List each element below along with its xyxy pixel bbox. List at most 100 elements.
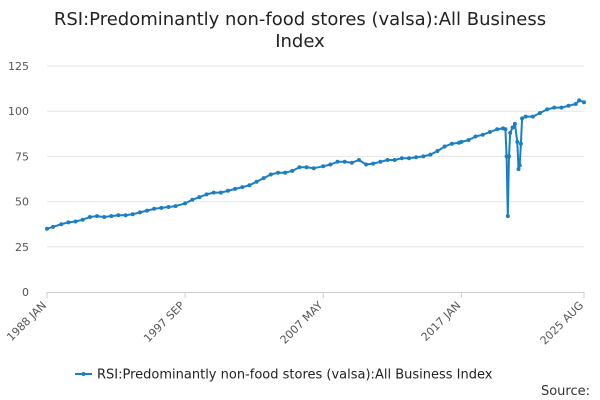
- data-point: [123, 213, 128, 218]
- x-tick-label: 2025 AUG: [538, 299, 587, 348]
- data-point: [503, 127, 508, 132]
- data-point: [510, 125, 515, 130]
- data-point: [473, 134, 478, 139]
- data-point: [516, 167, 521, 172]
- data-point: [537, 111, 542, 115]
- y-tick-label: 50: [15, 196, 29, 209]
- y-tick-label: 25: [15, 241, 29, 254]
- data-point: [130, 212, 135, 217]
- data-point: [173, 204, 178, 209]
- data-point: [145, 208, 149, 213]
- data-point: [240, 185, 245, 190]
- y-tick-label: 0: [22, 286, 29, 299]
- source-label: Source:: [541, 384, 590, 399]
- data-point: [518, 141, 523, 146]
- data-point: [378, 159, 383, 164]
- data-point: [59, 222, 64, 227]
- data-point: [276, 170, 280, 175]
- data-point: [512, 121, 517, 126]
- data-point: [495, 127, 500, 132]
- data-point: [311, 166, 316, 171]
- data-point: [392, 158, 397, 162]
- gridlines: [47, 65, 584, 248]
- data-point: [137, 210, 142, 215]
- data-point: [573, 102, 578, 106]
- series-layer: [45, 98, 586, 231]
- data-point: [66, 220, 71, 225]
- data-point: [102, 215, 107, 219]
- data-point: [51, 224, 55, 229]
- data-point: [520, 116, 525, 121]
- data-point: [247, 183, 252, 188]
- data-point: [435, 149, 440, 153]
- data-point: [371, 161, 376, 166]
- data-point: [407, 156, 411, 161]
- data-point: [545, 107, 550, 112]
- data-point: [283, 170, 288, 175]
- data-point: [577, 98, 582, 103]
- data-point: [559, 105, 564, 110]
- data-point: [552, 105, 557, 110]
- data-point: [335, 159, 340, 164]
- y-tick-label: 100: [8, 105, 29, 118]
- data-point: [459, 139, 464, 144]
- data-point: [328, 162, 333, 167]
- data-point: [508, 130, 513, 135]
- data-point: [517, 163, 522, 168]
- x-tick-label: 2017 JAN: [419, 299, 464, 344]
- legend: RSI:Predominantly non-food stores (valsa…: [75, 368, 493, 383]
- chart-title-line-1: RSI:Predominantly non-food stores (valsa…: [54, 9, 546, 30]
- x-axis: 1988 JAN 1997 SEP 2007 MAY 2017 JAN 2025 AUG: [4, 292, 586, 347]
- data-point: [95, 214, 99, 219]
- data-point: [505, 214, 510, 219]
- data-point: [152, 206, 157, 211]
- data-point: [190, 197, 195, 202]
- data-point: [204, 192, 209, 197]
- data-point: [449, 141, 454, 146]
- data-point: [254, 179, 259, 184]
- data-point: [87, 215, 92, 219]
- data-point: [261, 176, 266, 181]
- data-point: [116, 213, 121, 218]
- data-point: [45, 226, 49, 231]
- data-point: [421, 154, 426, 159]
- data-point: [530, 114, 535, 119]
- x-tick-label: 1997 SEP: [141, 299, 187, 345]
- chart-title-line-2: Index: [275, 31, 325, 52]
- data-point: [233, 186, 238, 191]
- y-axis: 0 25 50 75 100 125: [8, 60, 29, 299]
- data-point: [487, 130, 492, 134]
- x-tick-label: 1988 JAN: [4, 299, 49, 344]
- data-point: [364, 162, 369, 167]
- data-point: [226, 188, 230, 193]
- y-tick-label: 125: [8, 60, 29, 73]
- data-point: [211, 190, 216, 195]
- data-point: [197, 195, 202, 200]
- data-point: [290, 168, 295, 173]
- data-point: [342, 159, 347, 164]
- data-point: [297, 165, 302, 170]
- data-point: [357, 158, 361, 162]
- data-point: [109, 214, 114, 219]
- x-tick-label: 2007 MAY: [278, 299, 326, 347]
- data-point: [268, 172, 273, 177]
- data-point: [80, 217, 85, 222]
- series-line: [46, 99, 585, 230]
- data-point: [385, 158, 390, 162]
- data-point: [414, 155, 419, 160]
- legend-label: RSI:Predominantly non-food stores (valsa…: [97, 368, 493, 383]
- data-point: [304, 165, 309, 170]
- data-point: [166, 205, 171, 209]
- data-point: [428, 152, 433, 157]
- legend-marker: [81, 372, 86, 376]
- data-point: [159, 205, 164, 210]
- data-point: [507, 154, 511, 159]
- data-point: [442, 144, 447, 149]
- data-point: [566, 103, 571, 108]
- data-point: [218, 190, 223, 195]
- data-point: [515, 139, 520, 144]
- data-point: [73, 219, 78, 224]
- data-point: [321, 164, 326, 169]
- data-point: [183, 201, 188, 206]
